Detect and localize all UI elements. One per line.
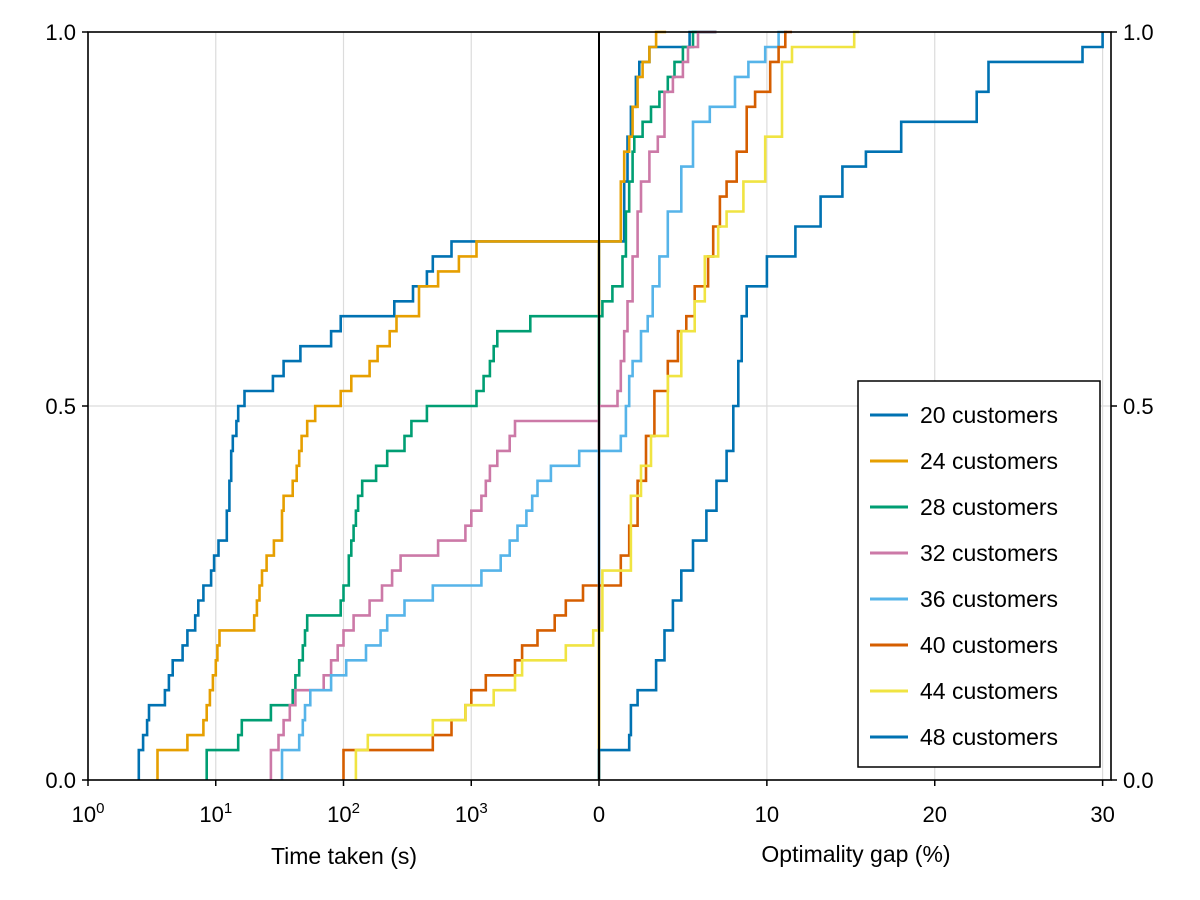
legend-label-44-customers: 44 customers: [920, 678, 1058, 704]
legend-label-48-customers: 48 customers: [920, 724, 1058, 750]
left-y-tick-label: 0.0: [45, 768, 76, 793]
left-series-20-customers: [137, 240, 599, 780]
legend-label-36-customers: 36 customers: [920, 586, 1058, 612]
right-y-tick-label: 0.0: [1123, 768, 1154, 793]
right-series-36-customers: [597, 30, 787, 780]
right-series-44-customers: [597, 30, 860, 780]
left-x-tick-label: 103: [455, 800, 488, 827]
legend-label-40-customers: 40 customers: [920, 632, 1058, 658]
right-series-28-customers: [597, 30, 717, 780]
time-taken-panel: 100 101 102 103 0.0 0.5 1.0 Time taken (s): [45, 20, 601, 869]
legend-label-28-customers: 28 customers: [920, 494, 1058, 520]
left-x-axis-label: Time taken (s): [271, 843, 417, 869]
right-series-24-customers: [597, 30, 667, 780]
left-series-36-customers: [280, 449, 599, 780]
left-series-28-customers: [205, 314, 599, 780]
left-series-44-customers: [354, 629, 599, 780]
right-y-tick-label: 0.5: [1123, 394, 1154, 419]
right-x-tick-label: 10: [755, 802, 779, 827]
legend-label-20-customers: 20 customers: [920, 402, 1058, 428]
left-series-32-customers: [269, 406, 601, 780]
right-x-tick-label: 20: [922, 802, 946, 827]
left-y-tick-label: 1.0: [45, 20, 76, 45]
right-series-group: [597, 30, 1104, 780]
left-x-tick-label: 101: [199, 800, 232, 827]
legend-label-24-customers: 24 customers: [920, 448, 1058, 474]
left-series-group: [137, 240, 601, 780]
legend-box: [857, 380, 1101, 768]
right-y-tick-label: 1.0: [1123, 20, 1154, 45]
left-y-tick-label: 0.5: [45, 394, 76, 419]
legend-label-32-customers: 32 customers: [920, 540, 1058, 566]
right-x-axis-label: Optimality gap (%): [761, 841, 950, 867]
left-x-tick-label: 102: [327, 800, 360, 827]
right-ticks: 0 10 20 30 0.0 0.5 1.0: [593, 20, 1154, 827]
right-series-32-customers: [597, 30, 717, 780]
left-series-24-customers: [156, 240, 599, 780]
right-x-tick-label: 0: [593, 802, 605, 827]
left-x-tick-label: 100: [72, 800, 105, 827]
left-ticks: 100 101 102 103 0.0 0.5 1.0: [45, 20, 487, 827]
legend: 20 customers 24 customers 28 customers 32 c…: [857, 380, 1101, 768]
right-series-48-customers: [597, 32, 1104, 780]
right-x-tick-label: 30: [1090, 802, 1114, 827]
